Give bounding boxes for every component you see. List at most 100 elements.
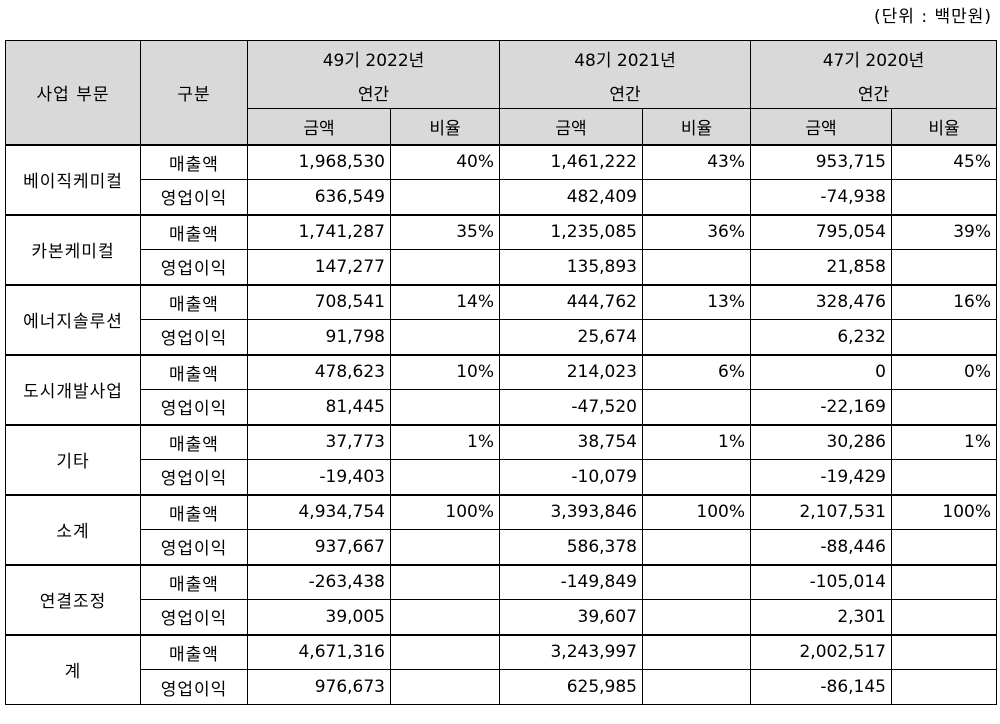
op-2020: -22,169 [750,389,892,425]
table-row: 영업이익 937,667 586,378 -88,446 [6,529,997,565]
row-label-sales: 매출액 [140,563,248,600]
ratio-2022: 100% [390,493,500,530]
op-2022: 81,445 [247,389,391,425]
op-2021: 586,378 [499,529,643,565]
op-2020: -74,938 [750,179,892,215]
row-label-sales: 매출액 [140,213,248,250]
table-row: 영업이익 81,445 -47,520 -22,169 [6,389,997,425]
row-label-op-income: 영업이익 [140,249,248,285]
op-2020: -19,429 [750,459,892,495]
ratio-2020: 0% [891,353,997,390]
op-2020: -88,446 [750,529,892,565]
row-label-op-income: 영업이익 [140,459,248,495]
empty-cell [642,389,751,425]
op-2022: -19,403 [247,459,391,495]
ratio-2022: 1% [390,423,500,460]
table-row: 에너지솔루션 매출액 708,541 14% 444,762 13% 328,4… [5,283,997,355]
op-2022: 147,277 [247,249,391,285]
row-label-op-income: 영업이익 [140,179,248,215]
sales-2020: 953,715 [750,143,892,180]
sales-2020: 328,476 [750,283,892,320]
row-label-op-income: 영업이익 [140,669,248,705]
empty-cell [642,459,751,495]
row-label-op-income: 영업이익 [140,599,248,635]
header-segment: 사업 부문 [5,40,141,145]
ratio-2020: 16% [891,283,997,320]
empty-cell [390,459,500,495]
header-ratio: 비율 [390,108,500,145]
sales-2022: 478,623 [247,353,391,390]
table-row: 베이직케미컬 매출액 1,968,530 40% 1,461,222 43% 9… [5,143,997,215]
sales-2021: 1,461,222 [499,143,643,180]
empty-cell [642,319,751,355]
sales-2021: 444,762 [499,283,643,320]
sales-2022: 1,741,287 [247,213,391,250]
segment-name: 기타 [5,423,141,495]
header-ratio: 비율 [891,108,997,145]
empty-cell [390,389,500,425]
empty-cell [390,529,500,565]
table-row: 영업이익 39,005 39,607 2,301 [6,599,997,635]
header-amount: 금액 [499,108,643,145]
ratio-2021 [642,563,751,600]
op-2021: 625,985 [499,669,643,705]
op-2021: 482,409 [499,179,643,215]
segment-name: 도시개발사업 [5,353,141,425]
empty-cell [891,249,997,285]
op-2022: 636,549 [247,179,391,215]
segment-name: 연결조정 [5,563,141,635]
row-label-op-income: 영업이익 [140,389,248,425]
op-2021: -10,079 [499,459,643,495]
op-2021: 39,607 [499,599,643,635]
table-row: 도시개발사업 매출액 478,623 10% 214,023 6% 0 0% [5,353,997,425]
ratio-2022 [390,633,500,670]
sales-2021: 214,023 [499,353,643,390]
sales-2022: 37,773 [247,423,391,460]
ratio-2021: 13% [642,283,751,320]
sales-2021: 3,243,997 [499,633,643,670]
sales-2022: 4,671,316 [247,633,391,670]
header-amount: 금액 [750,108,892,145]
empty-cell [642,669,751,705]
op-2022: 937,667 [247,529,391,565]
sales-2020: 2,002,517 [750,633,892,670]
row-label-sales: 매출액 [140,633,248,670]
sales-2022: 708,541 [247,283,391,320]
empty-cell [642,179,751,215]
sales-2021: 3,393,846 [499,493,643,530]
header-annual-2020: 연간 [750,76,997,109]
row-label-sales: 매출액 [140,143,248,180]
empty-cell [390,179,500,215]
ratio-2021: 36% [642,213,751,250]
empty-cell [390,249,500,285]
op-2022: 976,673 [247,669,391,705]
segment-name: 계 [5,633,141,705]
header-category: 구분 [140,40,248,145]
ratio-2020: 100% [891,493,997,530]
ratio-2022: 35% [390,213,500,250]
table-row: 기타 매출액 37,773 1% 38,754 1% 30,286 1% [5,423,997,495]
op-2021: 135,893 [499,249,643,285]
header-period-2020: 47기 2020년 [750,40,997,77]
header-annual-2021: 연간 [499,76,751,109]
header-amount: 금액 [247,108,391,145]
row-label-sales: 매출액 [140,353,248,390]
table-row: 영업이익 -19,403 -10,079 -19,429 [6,459,997,495]
header-ratio: 비율 [642,108,751,145]
table-row: 영업이익 636,549 482,409 -74,938 [6,179,997,215]
empty-cell [891,389,997,425]
table-row: 계 매출액 4,671,316 3,243,997 2,002,517 [5,633,997,705]
empty-cell [390,599,500,635]
unit-note: (단위 : 백만원) [874,7,992,27]
ratio-2020: 39% [891,213,997,250]
op-2022: 39,005 [247,599,391,635]
empty-cell [642,599,751,635]
ratio-2020: 1% [891,423,997,460]
ratio-2021: 1% [642,423,751,460]
empty-cell [891,669,997,705]
ratio-2021: 6% [642,353,751,390]
segment-name: 에너지솔루션 [5,283,141,355]
sales-2021: -149,849 [499,563,643,600]
ratio-2021 [642,633,751,670]
row-label-sales: 매출액 [140,493,248,530]
